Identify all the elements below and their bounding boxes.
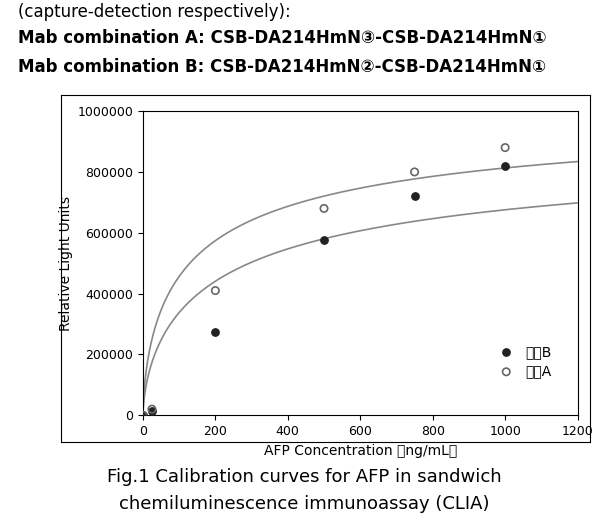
X-axis label: AFP Concentration （ng/mL）: AFP Concentration （ng/mL）	[264, 443, 457, 458]
组合B	[410, 192, 420, 200]
Legend: 组合B, 组合A: 组合B, 组合A	[487, 339, 558, 384]
组合B	[319, 236, 329, 244]
组合A	[500, 143, 510, 152]
组合A	[319, 204, 329, 213]
组合B	[500, 162, 510, 170]
组合A	[138, 411, 148, 419]
组合A	[410, 168, 420, 176]
组合A	[147, 405, 157, 414]
Text: Fig.1 Calibration curves for AFP in sandwich: Fig.1 Calibration curves for AFP in sand…	[106, 468, 502, 486]
组合B	[147, 406, 157, 415]
Text: chemiluminescence immunoassay (CLIA): chemiluminescence immunoassay (CLIA)	[119, 495, 489, 513]
组合A	[210, 286, 220, 295]
组合B	[138, 411, 148, 419]
Text: Mab combination B: CSB-DA214HmN②-CSB-DA214HmN①: Mab combination B: CSB-DA214HmN②-CSB-DA2…	[18, 58, 547, 76]
Text: (capture-detection respectively):: (capture-detection respectively):	[18, 3, 291, 21]
组合B	[210, 327, 220, 336]
Y-axis label: Relative Light Units: Relative Light Units	[59, 196, 73, 331]
Text: Mab combination A: CSB-DA214HmN③-CSB-DA214HmN①: Mab combination A: CSB-DA214HmN③-CSB-DA2…	[18, 29, 547, 47]
